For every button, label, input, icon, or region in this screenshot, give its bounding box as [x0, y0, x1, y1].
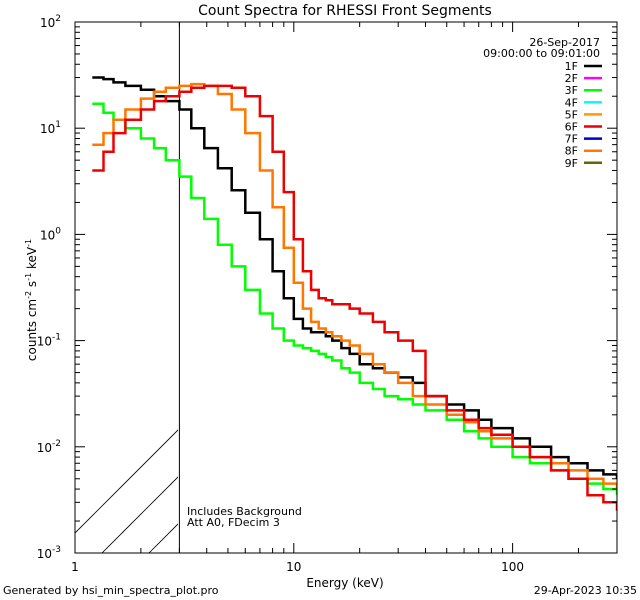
- legend-label-9F: 9F: [565, 157, 578, 170]
- y-axis-label-base: counts cm: [25, 299, 39, 361]
- y-axis-label-exp2: -1: [24, 273, 33, 281]
- legend-label-5F: 5F: [565, 108, 578, 121]
- y-tick-label-exponent: 0: [55, 226, 61, 236]
- x-tick-label: 1: [71, 560, 79, 574]
- annotation-background: Includes Background: [187, 505, 302, 518]
- y-tick-label-exponent: -1: [52, 333, 61, 343]
- y-tick-label: 10-2: [37, 439, 61, 455]
- y-tick-label-base: 10: [40, 16, 55, 30]
- y-tick-label: 10-1: [37, 333, 61, 349]
- observation-time-range: 09:00:00 to 09:01:00: [483, 47, 600, 60]
- y-axis-label-mid: s: [25, 281, 39, 291]
- legend-label-7F: 7F: [565, 133, 578, 146]
- y-tick-label-exponent: 2: [55, 14, 61, 24]
- y-tick-label: 100: [40, 226, 61, 242]
- x-tick-label: 100: [501, 560, 524, 574]
- series-group: [92, 76, 617, 511]
- y-tick-label: 10-3: [37, 545, 61, 561]
- plot-frame: [74, 21, 618, 554]
- series-8F: [92, 82, 617, 490]
- axis-ticks: [74, 21, 618, 554]
- observation-date: 26-Sep-2017: [529, 36, 600, 49]
- y-tick-label-base: 10: [40, 122, 55, 136]
- legend-label-2F: 2F: [565, 72, 578, 85]
- y-tick-label: 102: [40, 14, 61, 30]
- y-axis-label: counts cm-2 s-1 keV-1: [24, 239, 39, 361]
- y-tick-label: 101: [40, 120, 61, 136]
- y-tick-label-base: 10: [37, 335, 52, 349]
- x-axis-label: Energy (keV): [306, 576, 383, 590]
- y-axis-label-exp1: -2: [24, 291, 33, 299]
- y-tick-label-base: 10: [37, 441, 52, 455]
- x-tick-label: 10: [286, 560, 301, 574]
- footer-timestamp: 29-Apr-2023 10:35: [534, 584, 637, 597]
- legend-label-3F: 3F: [565, 84, 578, 97]
- y-axis-label-end: keV: [25, 246, 39, 273]
- hatched-region: [75, 429, 178, 553]
- series-1F: [92, 76, 617, 479]
- y-tick-label-exponent: -2: [52, 439, 61, 449]
- y-tick-label-exponent: 1: [55, 120, 61, 130]
- legend-label-4F: 4F: [565, 96, 578, 109]
- chart-title: Count Spectra for RHESSI Front Segments: [198, 3, 492, 19]
- legend-label-6F: 6F: [565, 121, 578, 134]
- footer-generated-by: Generated by hsi_min_spectra_plot.pro: [3, 584, 219, 597]
- y-axis-label-exp3: -1: [24, 239, 33, 247]
- hatch-line: [75, 429, 178, 534]
- series-6F: [92, 84, 617, 511]
- y-tick-label-base: 10: [40, 228, 55, 242]
- series-3F: [92, 102, 617, 496]
- y-tick-label-exponent: -3: [52, 545, 61, 555]
- y-tick-label-base: 10: [37, 547, 52, 561]
- legend-label-1F: 1F: [565, 60, 578, 73]
- legend-label-8F: 8F: [565, 145, 578, 158]
- annotation-attenuator: Att A0, FDecim 3: [187, 516, 280, 529]
